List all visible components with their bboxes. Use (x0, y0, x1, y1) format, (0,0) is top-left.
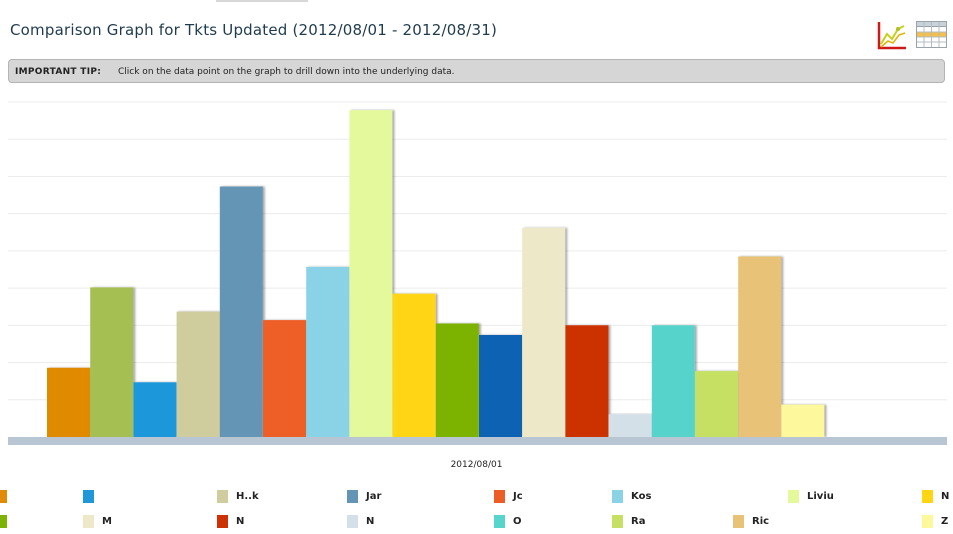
legend-swatch (83, 489, 94, 503)
legend-item[interactable]: Z (922, 513, 948, 529)
legend-item[interactable] (83, 488, 102, 504)
legend-item[interactable]: Kos (612, 488, 651, 504)
bar-series-18[interactable] (781, 404, 825, 437)
legend-label: N (941, 490, 950, 502)
legend-label: N (236, 515, 245, 527)
legend-label: Liviu (807, 490, 834, 502)
legend-item[interactable] (0, 488, 15, 504)
legend-swatch (494, 489, 505, 503)
legend-swatch (217, 514, 228, 528)
bar-series-17[interactable] (738, 256, 782, 438)
legend-swatch (494, 514, 505, 528)
bar-series-8[interactable] (349, 110, 393, 437)
x-category-label: 2012/08/01 (450, 460, 503, 470)
bar-series-5[interactable] (219, 186, 263, 438)
legend-label: Ric (752, 515, 770, 527)
bar-series-13[interactable] (565, 325, 609, 437)
legend-item[interactable]: Jc (494, 488, 523, 504)
legend-label: H..k (236, 490, 259, 502)
chart-legend: H..k Jar Jc Kos Liviu N M N N O Ra Ric Z (0, 486, 953, 534)
legend-item[interactable]: N (347, 513, 374, 529)
bar-series-4[interactable] (176, 311, 220, 437)
bar-series-1[interactable] (47, 367, 90, 437)
legend-label: O (513, 515, 522, 527)
bar-series-6[interactable] (263, 320, 306, 437)
bar-series-10[interactable] (435, 323, 479, 438)
bar-series-11[interactable] (479, 335, 522, 437)
legend-swatch (0, 489, 7, 503)
bar-series-12[interactable] (522, 227, 566, 437)
tip-label: IMPORTANT TIP: (15, 67, 102, 77)
legend-item[interactable]: Liviu (788, 488, 834, 504)
legend-item[interactable]: H..k (217, 488, 259, 504)
table-grid-icon[interactable] (916, 20, 947, 51)
legend-swatch (922, 489, 933, 503)
legend-swatch (347, 514, 358, 528)
legend-label: Z (941, 515, 949, 527)
important-tip-box: IMPORTANT TIP: Click on the data point o… (8, 59, 945, 83)
legend-swatch (83, 514, 94, 528)
bar-chart (8, 101, 947, 445)
legend-label: M (102, 515, 112, 527)
bar-series-16[interactable] (695, 371, 738, 437)
legend-swatch (217, 489, 228, 503)
tip-text: Click on the data point on the graph to … (118, 67, 455, 77)
legend-label: Kos (631, 490, 652, 502)
legend-item[interactable]: O (494, 513, 522, 529)
bar-series-3[interactable] (133, 382, 177, 437)
bar-series-9[interactable] (392, 293, 436, 437)
legend-item[interactable]: Ra (612, 513, 645, 529)
legend-label: N (366, 515, 375, 527)
legend-swatch (922, 514, 933, 528)
bar-series-15[interactable] (651, 325, 695, 437)
x-axis (8, 437, 947, 445)
legend-swatch (612, 489, 623, 503)
legend-item[interactable]: N (217, 513, 244, 529)
page-title: Comparison Graph for Tkts Updated (2012/… (10, 21, 498, 39)
bar-series-2[interactable] (90, 287, 134, 437)
line-chart-icon[interactable] (876, 20, 907, 51)
legend-label: Jc (513, 490, 523, 502)
legend-item[interactable]: Ric (733, 513, 769, 529)
legend-item[interactable]: N (922, 488, 949, 504)
legend-swatch (612, 514, 623, 528)
legend-label: Ra (631, 515, 646, 527)
legend-swatch (733, 514, 744, 528)
legend-swatch (0, 514, 7, 528)
legend-item[interactable] (0, 513, 15, 529)
bar-series-14[interactable] (608, 414, 652, 437)
bar-series-7[interactable] (306, 266, 350, 437)
legend-swatch (788, 489, 799, 503)
legend-swatch (347, 489, 358, 503)
legend-item[interactable]: Jar (347, 488, 381, 504)
top-tab-indicator (216, 0, 308, 2)
legend-label: Jar (366, 490, 382, 502)
legend-item[interactable]: M (83, 513, 112, 529)
